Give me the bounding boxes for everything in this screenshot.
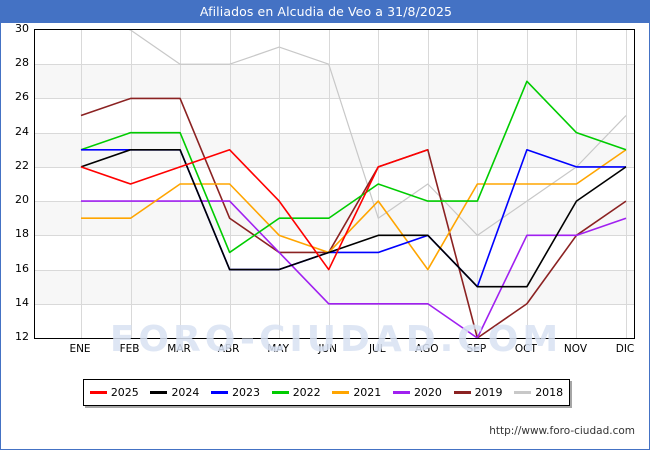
series-canvas [35, 30, 634, 338]
series-line-2024 [80, 148, 627, 288]
y-axis-tick-label: 16 [15, 261, 29, 275]
legend-item-2018[interactable]: 2018 [514, 386, 563, 399]
gridline-horizontal [35, 201, 634, 203]
legend-swatch-icon [150, 391, 168, 394]
y-axis-tick-label: 24 [15, 124, 29, 138]
y-axis-tick-label: 12 [15, 330, 29, 343]
legend-label: 2020 [413, 386, 442, 399]
y-axis-tick-label: 22 [15, 158, 29, 172]
legend-item-2024[interactable]: 2024 [150, 386, 199, 399]
x-axis-tick-label: MAR [167, 343, 191, 355]
y-axis-tick-label: 30 [15, 22, 29, 35]
gridline-vertical [279, 30, 281, 338]
legend-item-2021[interactable]: 2021 [332, 386, 381, 399]
x-axis-tick-label: DIC [615, 343, 635, 355]
legend-item-2019[interactable]: 2019 [453, 386, 503, 399]
y-axis-tick-label: 20 [15, 193, 29, 207]
y-axis-tick-label: 18 [15, 227, 29, 241]
legend-item-2025[interactable]: 2025 [89, 386, 139, 399]
y-axis-tick-label: 26 [15, 90, 29, 104]
window-title: Afiliados en Alcudia de Veo a 31/8/2025 [1, 1, 650, 23]
x-axis-tick-label: SEP [466, 343, 487, 355]
x-axis-tick-label: NOV [563, 343, 588, 355]
legend-label: 2024 [171, 386, 200, 399]
plot-area [34, 29, 635, 339]
legend-swatch-icon [514, 391, 532, 394]
gridline-vertical [81, 30, 82, 338]
legend-swatch-icon [271, 391, 289, 394]
legend-label: 2022 [292, 386, 321, 399]
legend-label: 2023 [232, 386, 261, 399]
gridline-horizontal [35, 64, 634, 66]
legend-swatch-icon [89, 391, 107, 394]
gridline-vertical [328, 30, 330, 338]
y-axis-tick-label: 28 [15, 56, 29, 70]
legend-swatch-icon [332, 391, 350, 394]
gridline-vertical [626, 30, 627, 338]
x-axis-tick-label: ABR [217, 343, 240, 355]
gridline-horizontal [35, 166, 634, 168]
series-line-2021 [81, 149, 627, 271]
legend-label: 2021 [353, 386, 382, 399]
x-axis-tick-label: ENE [69, 343, 91, 355]
legend-label: 2025 [110, 386, 139, 399]
x-axis-tick-label: JUL [368, 343, 386, 355]
gridline-horizontal [35, 235, 634, 237]
series-line-2018 [128, 30, 627, 236]
plot-band [35, 201, 634, 236]
series-line-2022 [80, 80, 627, 254]
series-line-2019 [80, 97, 627, 338]
legend-label: 2018 [535, 386, 564, 399]
series-line-2020 [81, 200, 627, 338]
y-axis-tick-label: 14 [15, 295, 29, 309]
x-axis-tick-label: MAY [267, 343, 290, 355]
legend-swatch-icon [392, 391, 410, 394]
series-line-2025 [80, 148, 429, 271]
legend-item-2022[interactable]: 2022 [271, 386, 321, 399]
gridline-horizontal [35, 269, 634, 271]
legend-label: 2019 [474, 386, 503, 399]
legend-item-2023[interactable]: 2023 [211, 386, 260, 399]
x-axis-tick-label: OCT [514, 343, 537, 355]
legend-swatch-icon [453, 391, 471, 394]
line-chart-svg [80, 30, 627, 338]
gridline-horizontal [35, 98, 634, 100]
legend-swatch-icon [211, 391, 229, 394]
legend-item-2020[interactable]: 2020 [392, 386, 442, 399]
x-axis-tick-label: JUN [318, 343, 338, 355]
gridline-horizontal [35, 132, 634, 134]
x-axis-tick-label: FEB [119, 343, 140, 355]
footer-url: http://www.foro-ciudad.com [489, 425, 635, 437]
chart-legend: 2025 2024 2023 2022 2021 2020 2019 2018 [83, 379, 570, 406]
x-axis-tick-label: AGO [415, 343, 439, 355]
